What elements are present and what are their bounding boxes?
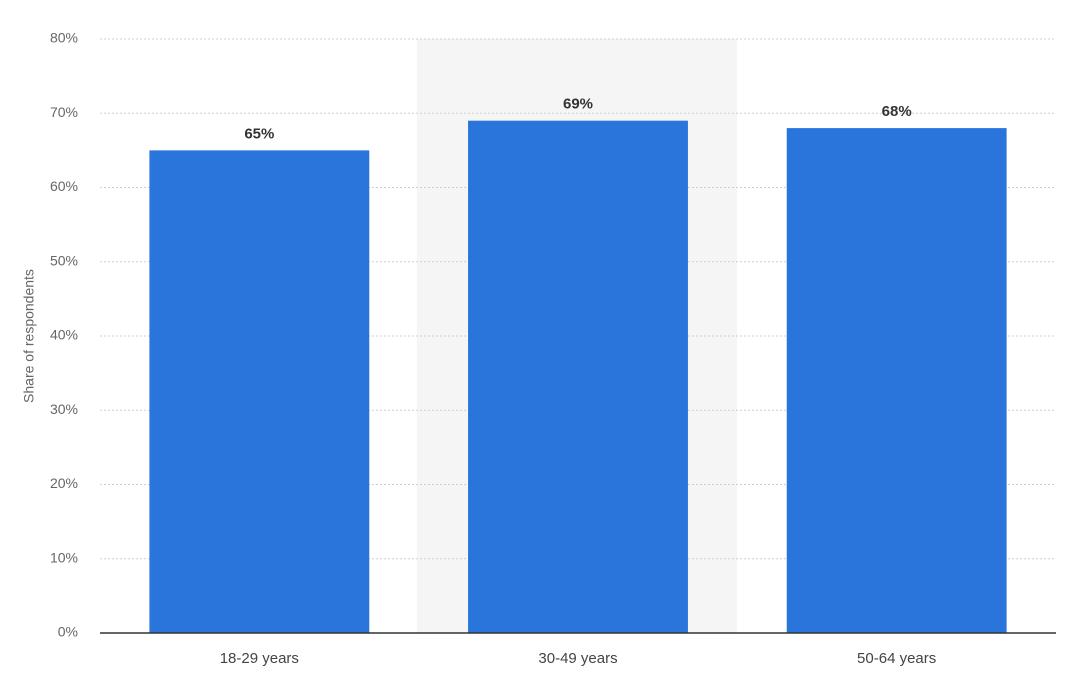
y-tick-label: 40%: [50, 327, 78, 343]
value-label: 65%: [244, 125, 274, 142]
y-tick-label: 70%: [50, 104, 78, 120]
x-tick-label: 50-64 years: [857, 650, 936, 667]
bar: [468, 120, 688, 634]
value-label: 69%: [563, 96, 593, 113]
y-tick-label: 50%: [50, 252, 78, 268]
y-tick-label: 60%: [50, 178, 78, 194]
value-label: 68%: [882, 103, 912, 120]
y-tick-label: 20%: [50, 475, 78, 491]
y-tick-label: 10%: [50, 549, 78, 565]
bar: [786, 128, 1007, 633]
y-axis-label: Share of respondents: [21, 269, 37, 403]
y-tick-label: 0%: [58, 624, 78, 640]
x-tick-label: 30-49 years: [538, 650, 617, 667]
bar: [149, 150, 370, 633]
y-tick-label: 30%: [50, 401, 78, 417]
x-tick-label: 18-29 years: [220, 650, 299, 667]
y-tick-label: 80%: [50, 30, 78, 46]
